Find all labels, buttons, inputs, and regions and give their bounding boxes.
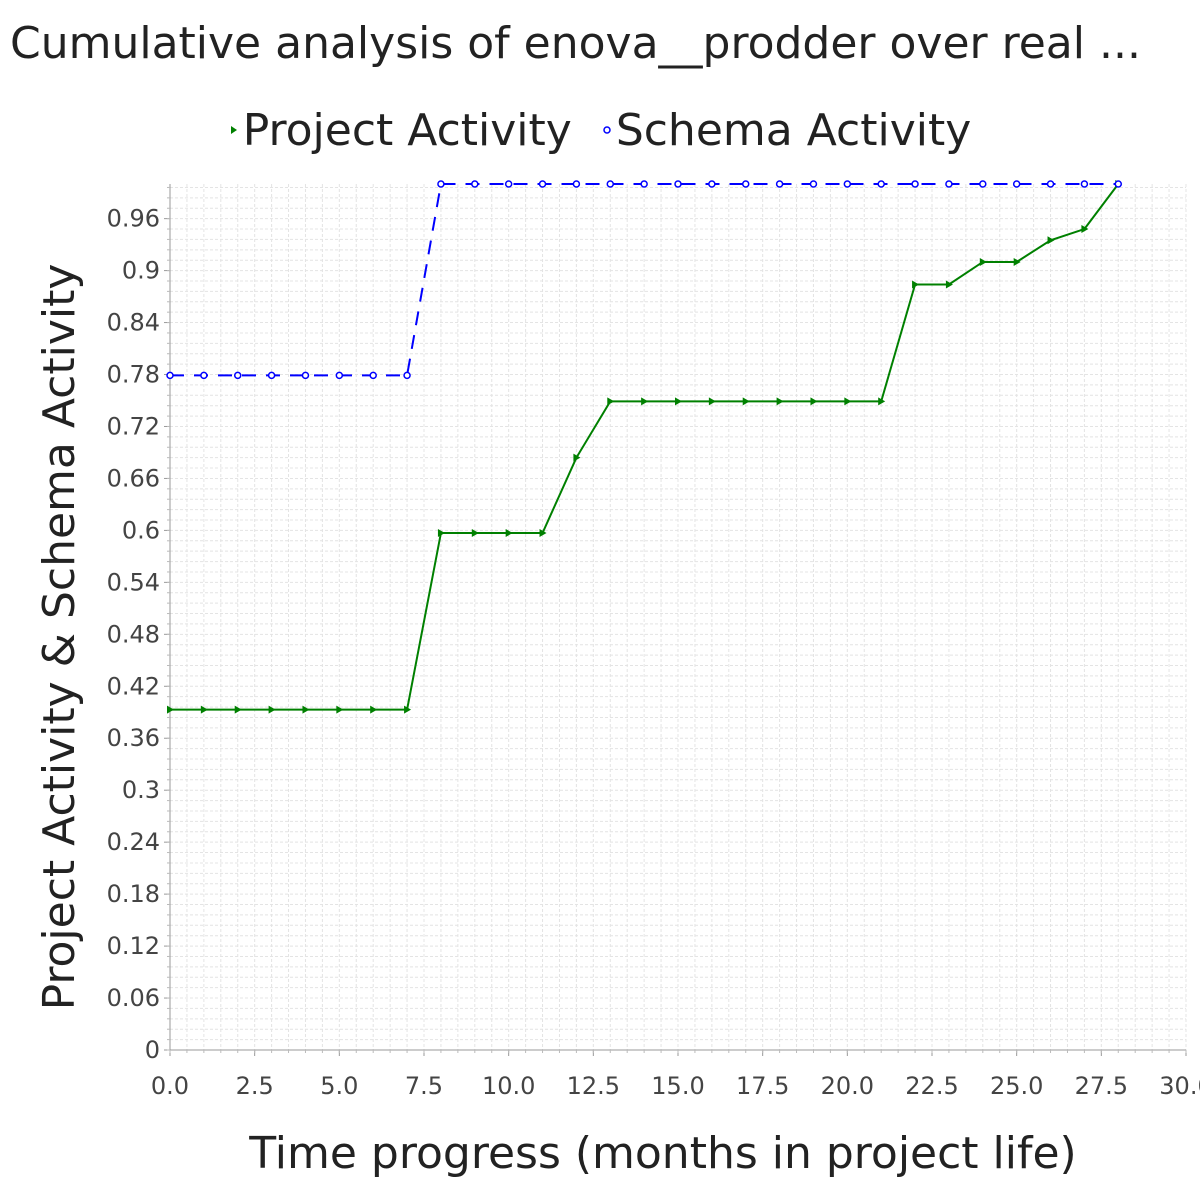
data-point-project-activity bbox=[708, 397, 716, 406]
data-point-schema-activity bbox=[809, 180, 818, 188]
data-point-schema-activity bbox=[437, 180, 445, 188]
data-point-schema-activity bbox=[233, 371, 242, 380]
data-point-project-activity bbox=[1081, 225, 1089, 234]
legend-marker-schema-activity bbox=[603, 126, 611, 134]
data-point-schema-activity bbox=[843, 180, 852, 188]
data-point-project-activity bbox=[844, 397, 852, 406]
y-tick-label: 0.78 bbox=[107, 361, 160, 389]
data-point-project-activity bbox=[878, 397, 886, 406]
data-point-schema-activity bbox=[538, 180, 547, 188]
data-point-project-activity bbox=[370, 705, 378, 714]
legend-item-project-activity: Project Activity bbox=[229, 105, 572, 156]
x-tick-label: 20.0 bbox=[821, 1072, 874, 1100]
data-point-project-activity bbox=[268, 705, 276, 714]
data-point-project-activity bbox=[302, 705, 310, 714]
data-point-project-activity bbox=[945, 280, 953, 289]
data-point-project-activity bbox=[810, 397, 818, 406]
y-tick-label: 0.6 bbox=[122, 516, 160, 544]
data-point-schema-activity bbox=[775, 180, 784, 188]
data-point-project-activity bbox=[1047, 236, 1055, 245]
chart-title: Cumulative analysis of enova__prodder ov… bbox=[10, 18, 1141, 69]
data-point-schema-activity bbox=[1046, 180, 1055, 188]
y-tick-label: 0.3 bbox=[122, 776, 160, 804]
x-tick-label: 10.0 bbox=[482, 1072, 535, 1100]
data-point-schema-activity bbox=[504, 180, 513, 188]
y-axis-label: Project Activity & Schema Activity bbox=[34, 264, 85, 1011]
data-point-project-activity bbox=[404, 705, 412, 714]
x-tick-label: 7.5 bbox=[405, 1072, 443, 1100]
data-point-project-activity bbox=[742, 397, 750, 406]
data-point-schema-activity bbox=[200, 371, 208, 380]
y-tick-label: 0.84 bbox=[107, 309, 160, 337]
x-axis-label: Time progress (months in project life) bbox=[248, 1128, 1076, 1179]
data-point-schema-activity bbox=[708, 180, 716, 188]
y-tick-label: 0.48 bbox=[107, 620, 160, 648]
data-point-schema-activity bbox=[301, 371, 310, 380]
data-point-project-activity bbox=[505, 528, 513, 537]
data-point-schema-activity bbox=[572, 180, 581, 188]
data-point-schema-activity bbox=[1080, 180, 1089, 188]
y-tick-label: 0.42 bbox=[107, 672, 160, 700]
data-point-schema-activity bbox=[471, 180, 479, 188]
data-point-project-activity bbox=[912, 280, 920, 289]
data-point-project-activity bbox=[539, 528, 547, 537]
data-point-project-activity bbox=[167, 705, 174, 714]
data-point-schema-activity bbox=[267, 371, 276, 380]
data-point-schema-activity bbox=[166, 371, 174, 380]
x-tick-label: 17.5 bbox=[736, 1072, 789, 1100]
data-point-schema-activity bbox=[979, 180, 987, 188]
data-point-schema-activity bbox=[911, 180, 919, 188]
data-point-project-activity bbox=[200, 705, 208, 714]
y-tick-label: 0.36 bbox=[107, 724, 160, 752]
data-point-project-activity bbox=[675, 397, 682, 406]
data-point-schema-activity bbox=[369, 371, 377, 380]
data-point-project-activity bbox=[437, 528, 445, 537]
data-point-project-activity bbox=[641, 397, 649, 406]
legend-marker-project-activity bbox=[230, 126, 237, 134]
y-tick-label: 0.18 bbox=[107, 880, 160, 908]
data-point-schema-activity bbox=[606, 180, 615, 188]
data-point-project-activity bbox=[1013, 257, 1021, 266]
data-point-project-activity bbox=[607, 397, 615, 406]
x-tick-label: 0.0 bbox=[151, 1072, 189, 1100]
data-point-schema-activity bbox=[1012, 180, 1021, 188]
x-tick-label: 2.5 bbox=[236, 1072, 274, 1100]
data-point-schema-activity bbox=[640, 180, 648, 188]
y-tick-label: 0.54 bbox=[107, 568, 160, 596]
data-point-schema-activity bbox=[335, 371, 344, 380]
x-tick-label: 12.5 bbox=[567, 1072, 620, 1100]
data-point-project-activity bbox=[471, 528, 479, 537]
data-point-project-activity bbox=[234, 705, 242, 714]
y-tick-label: 0.06 bbox=[107, 984, 160, 1012]
data-point-project-activity bbox=[573, 453, 581, 462]
x-tick-label: 25.0 bbox=[990, 1072, 1043, 1100]
y-tick-label: 0.9 bbox=[122, 257, 160, 285]
y-tick-label: 0.12 bbox=[107, 932, 160, 960]
data-point-schema-activity bbox=[877, 180, 885, 188]
data-point-project-activity bbox=[979, 257, 987, 266]
legend-item-schema-activity: Schema Activity bbox=[602, 105, 971, 156]
y-tick-label: 0.66 bbox=[107, 464, 160, 492]
y-tick-label: 0.96 bbox=[107, 205, 160, 233]
legend-label-schema-activity: Schema Activity bbox=[615, 104, 972, 156]
legend: Project Activity Schema Activity bbox=[0, 100, 1200, 160]
x-tick-label: 22.5 bbox=[905, 1072, 958, 1100]
x-tick-label: 15.0 bbox=[651, 1072, 704, 1100]
y-tick-label: 0.24 bbox=[107, 828, 160, 856]
x-tick-label: 5.0 bbox=[320, 1072, 358, 1100]
x-tick-label: 30.0 bbox=[1159, 1072, 1200, 1100]
data-point-schema-activity bbox=[945, 180, 953, 188]
data-point-schema-activity bbox=[403, 371, 411, 380]
x-tick-label: 27.5 bbox=[1075, 1072, 1128, 1100]
data-point-project-activity bbox=[776, 397, 784, 406]
y-tick-label: 0 bbox=[145, 1036, 160, 1064]
y-tick-label: 0.72 bbox=[107, 412, 160, 440]
data-point-schema-activity bbox=[1114, 180, 1123, 188]
legend-label-project-activity: Project Activity bbox=[242, 104, 572, 156]
data-point-schema-activity bbox=[741, 180, 750, 188]
data-point-project-activity bbox=[336, 705, 344, 714]
data-point-schema-activity bbox=[674, 180, 682, 188]
